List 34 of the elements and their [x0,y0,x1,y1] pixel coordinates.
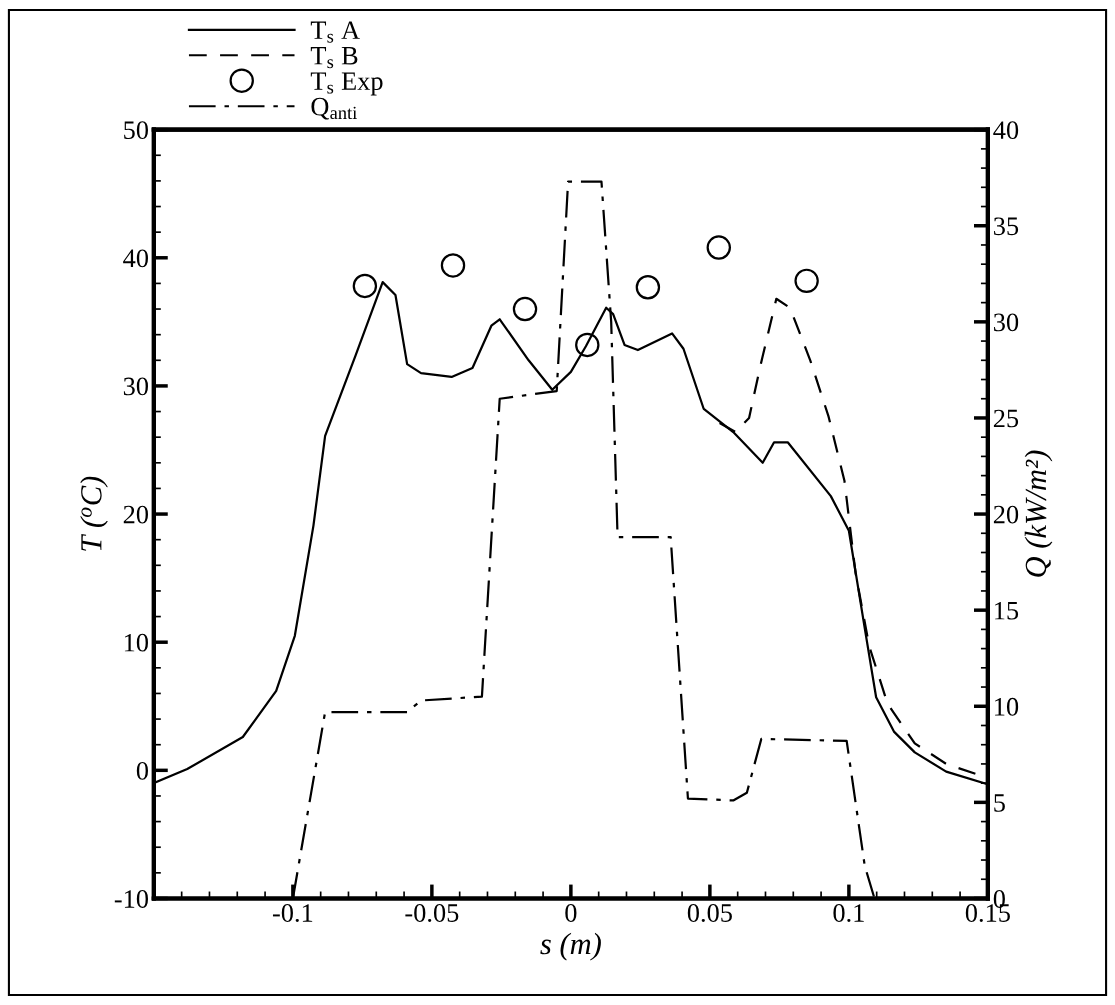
legend-label: T$_{s}$ Exp [310,72,383,96]
x-tick-label: -0.1 [272,904,313,923]
x-tick-label: -0.05 [405,904,459,923]
x-tick-label: 0 [565,904,577,922]
y2-tick-label: 5 [994,794,1005,812]
y2-tick-label: 35 [994,217,1019,236]
x-tick-label: 0.05 [687,904,732,923]
point [706,235,731,260]
legend-label: T$_{s}$ B [310,47,358,69]
point [440,253,466,278]
point [575,332,600,358]
point [352,273,378,299]
y2-tick-label: 15 [995,601,1019,620]
y-tick-label: 30 [123,377,148,396]
y2-tick-label: 30 [994,313,1019,332]
point [512,296,538,322]
point [794,268,819,294]
y2-tick-label: 25 [993,409,1019,428]
x-tick-label: 0.1 [833,904,864,923]
y-tick-label: 50 [124,121,148,140]
y2-axis-title: Q (kW/m²) [1024,450,1053,577]
legend-label: Q$_{anti}$ [311,97,357,120]
y2-tick-label: 20 [993,505,1019,524]
y-axis-title: T ($^{o}$C) [80,476,108,551]
legend-label: T$_{s}$ A [310,21,360,43]
point [635,275,661,300]
y-tick-label: 0 [136,761,148,780]
x-axis-title: s (m) [540,932,601,961]
y-tick-label: 20 [123,505,148,524]
y-tick-label: 10 [124,633,148,652]
y2-tick-label: 10 [995,697,1019,716]
y-tick-label: 40 [123,249,148,268]
y-tick-label: -10 [114,890,148,908]
y2-tick-label: 40 [993,121,1019,140]
